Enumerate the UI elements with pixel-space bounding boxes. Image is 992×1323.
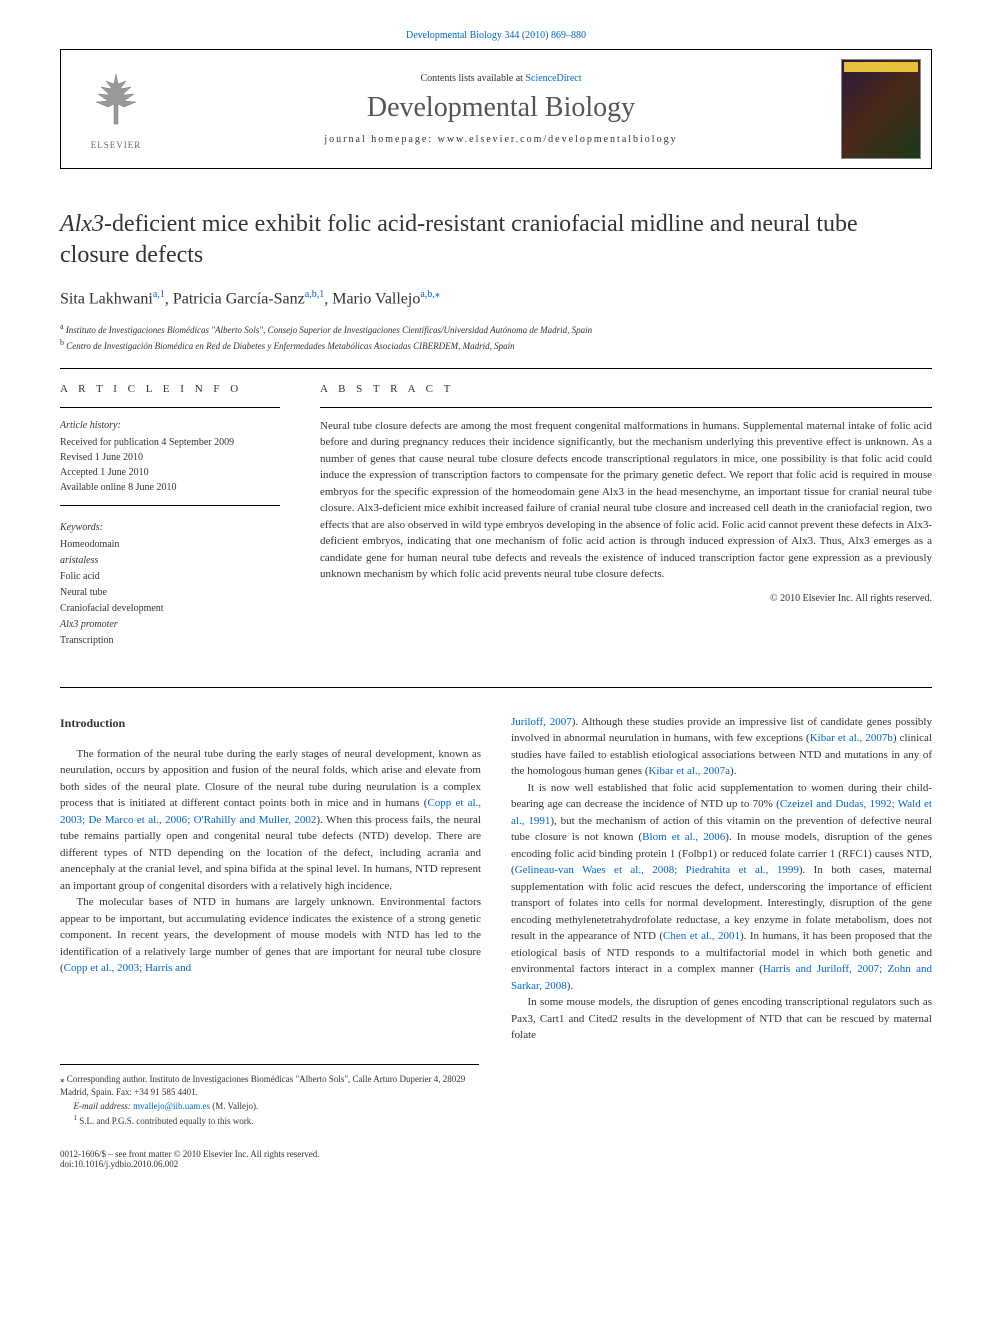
ref-link-3c[interactable]: Kibar et al., 2007a: [648, 765, 730, 777]
ref-link-4c[interactable]: Gelineau-van Waes et al., 2008; Piedrahi…: [515, 864, 799, 876]
abstract-copyright: © 2010 Elsevier Inc. All rights reserved…: [320, 593, 932, 604]
publisher-name: ELSEVIER: [91, 140, 142, 150]
keywords-block: Keywords: Homeodomain aristaless Folic a…: [60, 520, 280, 659]
rule-top: [60, 368, 932, 369]
keyword-5: Alx3 promoter: [60, 617, 280, 633]
keyword-2: Folic acid: [60, 569, 280, 585]
homepage-line: journal homepage: www.elsevier.com/devel…: [324, 134, 677, 145]
citation-header: Developmental Biology 344 (2010) 869–880: [60, 30, 932, 41]
intro-p3: Juriloff, 2007). Although these studies …: [511, 714, 932, 780]
keyword-3: Neural tube: [60, 585, 280, 601]
email-footnote: E-mail address: mvallejo@iib.uam.es (M. …: [60, 1100, 479, 1114]
keywords-heading: Keywords:: [60, 520, 280, 535]
article-info-col: A R T I C L E I N F O Article history: R…: [60, 383, 280, 673]
info-rule-1: [60, 407, 280, 408]
footer-left: 0012-1606/$ – see front matter © 2010 El…: [60, 1149, 320, 1169]
footnotes: ⁎ Corresponding author. Instituto de Inv…: [60, 1064, 479, 1129]
corresponding-footnote: ⁎ Corresponding author. Instituto de Inv…: [60, 1073, 479, 1100]
journal-name: Developmental Biology: [367, 92, 635, 124]
intro-p5: In some mouse models, the disruption of …: [511, 994, 932, 1044]
email-link[interactable]: mvallejo@iib.uam.es: [133, 1101, 210, 1111]
history-online: Available online 8 June 2010: [60, 480, 280, 495]
body-col-right: Juriloff, 2007). Although these studies …: [511, 714, 932, 1044]
article-title: Alx3-deficient mice exhibit folic acid-r…: [60, 209, 932, 271]
intro-p1: The formation of the neural tube during …: [60, 746, 481, 895]
author-2: Patricia García-Sanz: [173, 291, 305, 308]
publisher-logo-cell: ELSEVIER: [61, 50, 171, 168]
elsevier-tree-icon: [86, 69, 146, 136]
affiliation-a: a Instituto de Investigaciones Biomédica…: [60, 321, 932, 338]
affiliation-b: b Centro de Investigación Biomédica en R…: [60, 337, 932, 354]
body-col-left: Introduction The formation of the neural…: [60, 714, 481, 1044]
cover-cell: [831, 50, 931, 168]
authors-line: Sita Lakhwania,1, Patricia García-Sanza,…: [60, 289, 932, 308]
intro-p4: It is now well established that folic ac…: [511, 780, 932, 995]
affiliations: a Instituto de Investigaciones Biomédica…: [60, 321, 932, 354]
ref-link-4d[interactable]: Chen et al., 2001: [663, 930, 740, 942]
footer-doi: doi:10.1016/j.ydbio.2010.06.002: [60, 1159, 320, 1169]
journal-header-box: ELSEVIER Contents lists available at Sci…: [60, 49, 932, 169]
citation-link[interactable]: Developmental Biology 344 (2010) 869–880: [406, 30, 586, 41]
equal-contrib-footnote: 1 S.L. and P.G.S. contributed equally to…: [60, 1113, 479, 1129]
ref-link-3a[interactable]: Juriloff, 2007: [511, 716, 572, 728]
keyword-4: Craniofacial development: [60, 601, 280, 617]
body-columns: Introduction The formation of the neural…: [60, 714, 932, 1044]
keyword-1: aristaless: [60, 553, 280, 569]
info-abstract-row: A R T I C L E I N F O Article history: R…: [60, 383, 932, 673]
rule-bottom: [60, 687, 932, 688]
article-history-block: Article history: Received for publicatio…: [60, 418, 280, 506]
abstract-heading: A B S T R A C T: [320, 383, 932, 395]
author-3-sup: a,b,: [420, 289, 434, 300]
ref-link-2[interactable]: Copp et al., 2003; Harris and: [64, 962, 191, 974]
title-rest: -deficient mice exhibit folic acid-resis…: [60, 211, 858, 268]
author-1: Sita Lakhwani: [60, 291, 153, 308]
author-3: Mario Vallejo: [332, 291, 420, 308]
corresponding-star: ⁎: [435, 289, 440, 300]
history-revised: Revised 1 June 2010: [60, 450, 280, 465]
homepage-prefix: journal homepage:: [324, 134, 437, 145]
footer-issn: 0012-1606/$ – see front matter © 2010 El…: [60, 1149, 320, 1159]
history-accepted: Accepted 1 June 2010: [60, 465, 280, 480]
ref-link-3b[interactable]: Kibar et al., 2007b: [810, 732, 893, 744]
history-heading: Article history:: [60, 418, 280, 433]
abstract-text: Neural tube closure defects are among th…: [320, 418, 932, 583]
article-info-heading: A R T I C L E I N F O: [60, 383, 280, 395]
homepage-url: www.elsevier.com/developmentalbiology: [438, 134, 678, 145]
title-italic: Alx3: [60, 211, 104, 237]
contents-prefix: Contents lists available at: [420, 73, 525, 84]
footer-row: 0012-1606/$ – see front matter © 2010 El…: [60, 1149, 932, 1169]
intro-p2: The molecular bases of NTD in humans are…: [60, 894, 481, 977]
keyword-6: Transcription: [60, 633, 280, 649]
introduction-heading: Introduction: [60, 714, 481, 732]
keyword-0: Homeodomain: [60, 537, 280, 553]
author-1-sup: a,1: [153, 289, 165, 300]
header-center: Contents lists available at ScienceDirec…: [171, 50, 831, 168]
elsevier-logo: ELSEVIER: [81, 64, 151, 154]
journal-cover-thumb: [841, 59, 921, 159]
ref-link-4b[interactable]: Blom et al., 2006: [642, 831, 725, 843]
abstract-col: A B S T R A C T Neural tube closure defe…: [320, 383, 932, 673]
sciencedirect-link[interactable]: ScienceDirect: [525, 73, 581, 84]
author-2-sup: a,b,1: [305, 289, 324, 300]
contents-line: Contents lists available at ScienceDirec…: [420, 73, 581, 84]
keywords-list: Homeodomain aristaless Folic acid Neural…: [60, 537, 280, 649]
abstract-rule: [320, 407, 932, 408]
history-received: Received for publication 4 September 200…: [60, 435, 280, 450]
